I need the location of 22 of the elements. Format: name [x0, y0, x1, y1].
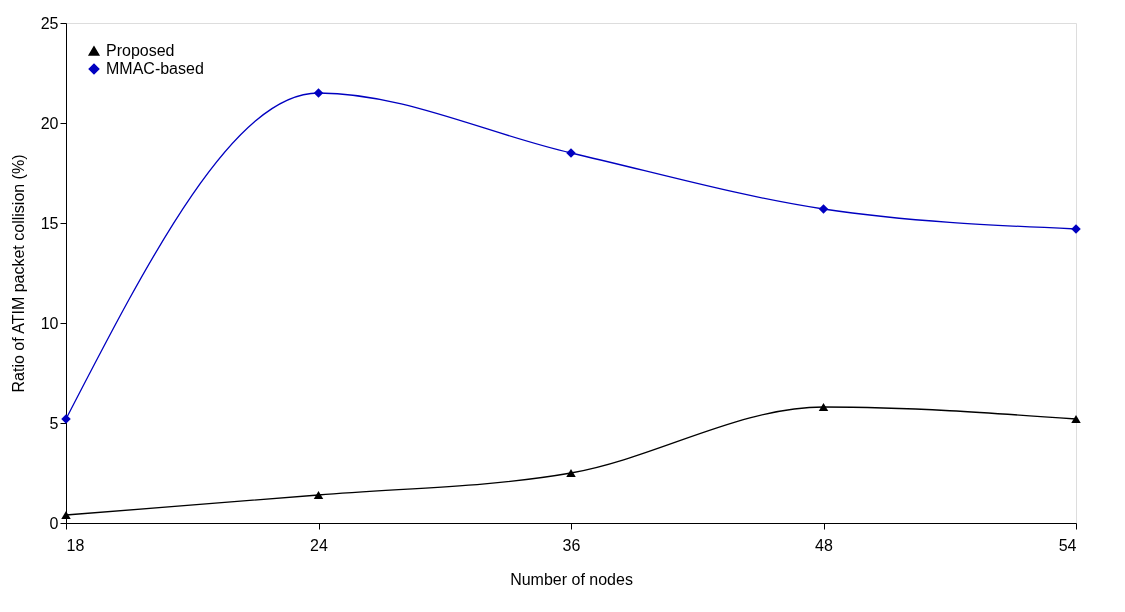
y-tick-label: 10	[40, 314, 59, 332]
y-tick-label: 0	[49, 514, 59, 532]
x-tick-label: 54	[1058, 536, 1077, 554]
x-axis-title: Number of nodes	[510, 570, 633, 588]
y-axis-title: Ratio of ATIM packet collision (%)	[9, 154, 27, 393]
y-tick-label: 25	[40, 14, 59, 32]
point	[1071, 414, 1081, 424]
legend-label: MMAC-based	[106, 60, 204, 77]
point	[818, 402, 829, 412]
x-tick-label: 48	[815, 536, 833, 554]
x-tick-label: 18	[66, 536, 85, 554]
y-tick-label: 15	[40, 214, 59, 232]
y-tick-label: 20	[40, 114, 59, 132]
point	[313, 88, 324, 98]
point	[566, 468, 576, 478]
x-tick-label: 24	[310, 536, 328, 554]
x-tick-label: 36	[562, 536, 581, 554]
point	[61, 510, 71, 520]
y-tick-label: 5	[49, 414, 59, 432]
point	[818, 204, 829, 214]
legend-label: Proposed	[106, 42, 175, 59]
point	[313, 490, 324, 500]
